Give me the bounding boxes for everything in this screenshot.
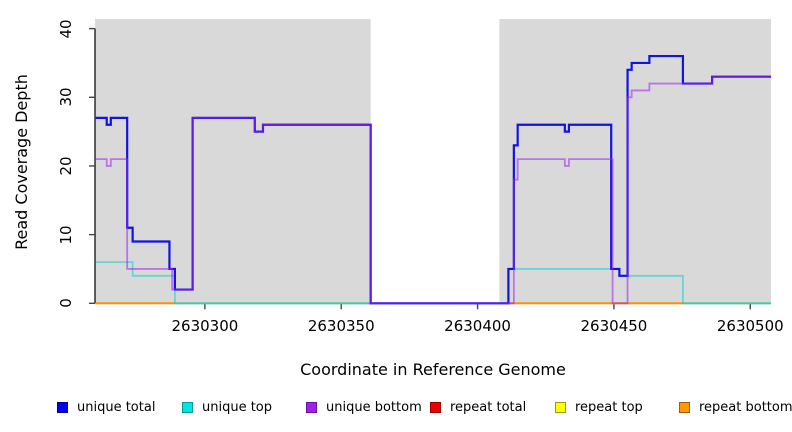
x-axis-title: Coordinate in Reference Genome bbox=[300, 360, 566, 379]
series-line-unique-total bbox=[95, 54, 771, 305]
y-tick-label-0: 0 bbox=[57, 298, 75, 309]
repeat-region-shading bbox=[95, 19, 371, 305]
repeat-region-shading bbox=[499, 19, 771, 305]
y-tick-label-30: 30 bbox=[57, 87, 75, 107]
y-axis-title: Read Coverage Depth bbox=[12, 74, 31, 250]
y-tick-label-20: 20 bbox=[57, 156, 75, 176]
x-tick-label-2630400: 2630400 bbox=[444, 317, 511, 335]
x-tick-label-2630500: 2630500 bbox=[716, 317, 784, 335]
x-tick-label-2630350: 2630350 bbox=[307, 317, 375, 335]
x-tick-label-2630450: 2630450 bbox=[580, 317, 648, 335]
series-line-unique-bottom bbox=[95, 75, 771, 305]
x-tick-label-2630300: 2630300 bbox=[171, 317, 239, 335]
y-tick-label-10: 10 bbox=[57, 225, 75, 245]
y-tick-label-40: 40 bbox=[57, 19, 75, 39]
